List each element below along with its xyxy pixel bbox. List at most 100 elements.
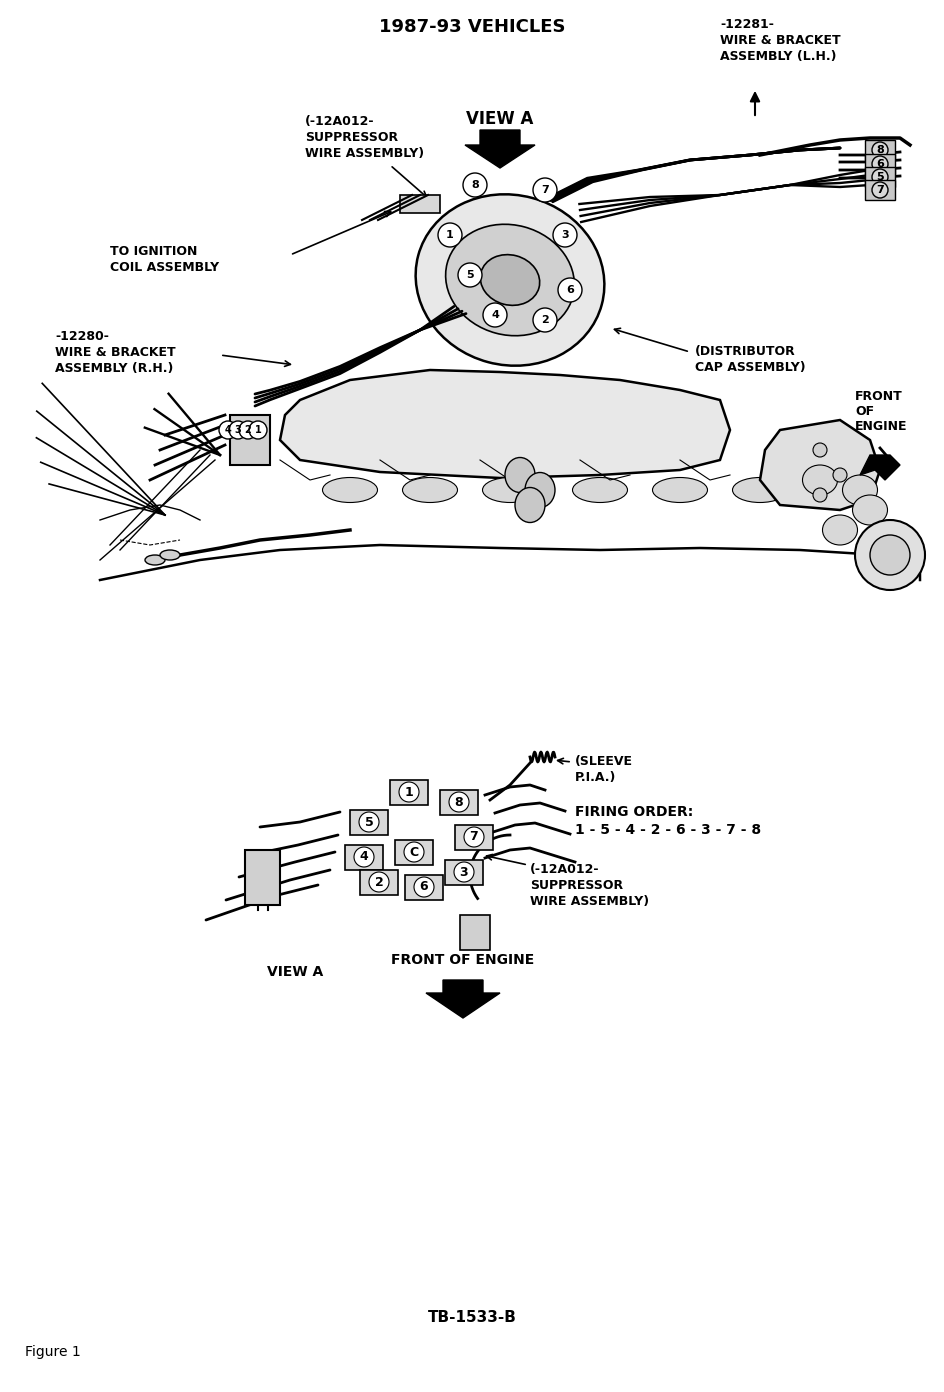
Ellipse shape — [160, 550, 180, 560]
Bar — [865, 167, 895, 187]
Circle shape — [249, 420, 267, 438]
Text: 6: 6 — [876, 159, 884, 168]
Text: FIRING ORDER:
1 - 5 - 4 - 2 - 6 - 3 - 7 - 8: FIRING ORDER: 1 - 5 - 4 - 2 - 6 - 3 - 7 … — [575, 805, 761, 838]
Bar — [245, 851, 280, 905]
Circle shape — [872, 156, 888, 173]
Circle shape — [833, 468, 847, 482]
Text: 2: 2 — [541, 315, 548, 324]
Ellipse shape — [802, 465, 837, 496]
Ellipse shape — [842, 475, 878, 505]
Polygon shape — [860, 455, 900, 480]
Text: 5: 5 — [877, 173, 884, 182]
Circle shape — [464, 827, 484, 846]
Ellipse shape — [515, 487, 545, 522]
Text: 7: 7 — [877, 185, 884, 195]
Text: (-12A012-
SUPPRESSOR
WIRE ASSEMBLY): (-12A012- SUPPRESSOR WIRE ASSEMBLY) — [530, 863, 649, 908]
Bar — [440, 791, 478, 814]
Polygon shape — [760, 420, 880, 509]
Text: 1: 1 — [447, 230, 454, 239]
Bar — [395, 839, 433, 864]
Circle shape — [399, 782, 419, 802]
Polygon shape — [465, 129, 535, 168]
Text: 3: 3 — [561, 230, 569, 239]
Circle shape — [813, 443, 827, 457]
Circle shape — [414, 877, 434, 896]
Text: (DISTRIBUTOR
CAP ASSEMBLY): (DISTRIBUTOR CAP ASSEMBLY) — [695, 345, 805, 374]
Text: 5: 5 — [876, 173, 884, 182]
Circle shape — [449, 792, 469, 812]
Text: 8: 8 — [876, 145, 884, 155]
Circle shape — [219, 420, 237, 438]
Ellipse shape — [482, 477, 537, 503]
Text: 1987-93 VEHICLES: 1987-93 VEHICLES — [379, 18, 565, 36]
Text: 6: 6 — [566, 285, 574, 295]
Text: 5: 5 — [466, 270, 474, 280]
Polygon shape — [280, 370, 730, 477]
Bar — [405, 876, 443, 901]
Text: 6: 6 — [420, 881, 429, 894]
Text: VIEW A: VIEW A — [466, 110, 533, 128]
Circle shape — [533, 308, 557, 333]
Text: FRONT OF ENGINE: FRONT OF ENGINE — [392, 954, 534, 967]
Text: 8: 8 — [455, 795, 464, 809]
Bar — [865, 180, 895, 200]
Text: (-12A012-
SUPPRESSOR
WIRE ASSEMBLY): (-12A012- SUPPRESSOR WIRE ASSEMBLY) — [305, 116, 424, 160]
Text: C: C — [410, 845, 418, 859]
Text: 5: 5 — [364, 816, 374, 828]
Bar — [230, 415, 270, 465]
Text: 4: 4 — [225, 425, 231, 434]
Circle shape — [454, 862, 474, 883]
Circle shape — [404, 842, 424, 862]
Circle shape — [553, 223, 577, 246]
Circle shape — [438, 223, 462, 246]
Text: 3: 3 — [235, 425, 242, 434]
Circle shape — [813, 489, 827, 503]
Text: 3: 3 — [460, 866, 468, 878]
Circle shape — [533, 178, 557, 202]
Bar — [390, 780, 428, 805]
Circle shape — [463, 173, 487, 198]
Text: TO IGNITION
COIL ASSEMBLY: TO IGNITION COIL ASSEMBLY — [110, 245, 219, 274]
Ellipse shape — [733, 477, 787, 503]
Text: (SLEEVE
P.I.A.): (SLEEVE P.I.A.) — [575, 754, 633, 784]
Ellipse shape — [402, 477, 458, 503]
Text: Figure 1: Figure 1 — [25, 1345, 81, 1359]
Text: 8: 8 — [471, 180, 479, 189]
Text: TB-1533-B: TB-1533-B — [428, 1310, 516, 1325]
Bar — [865, 141, 895, 160]
Bar — [350, 810, 388, 835]
Bar — [400, 195, 440, 213]
Bar — [455, 825, 493, 851]
Ellipse shape — [852, 496, 887, 525]
Circle shape — [872, 168, 888, 185]
Text: 7: 7 — [876, 185, 884, 195]
Text: 4: 4 — [491, 310, 499, 320]
Ellipse shape — [652, 477, 707, 503]
Bar — [865, 155, 895, 174]
Ellipse shape — [145, 555, 165, 565]
Polygon shape — [426, 980, 500, 1018]
Text: -12280-
WIRE & BRACKET
ASSEMBLY (R.H.): -12280- WIRE & BRACKET ASSEMBLY (R.H.) — [55, 330, 176, 374]
Ellipse shape — [323, 477, 378, 503]
Text: 7: 7 — [469, 831, 479, 844]
Circle shape — [855, 521, 925, 590]
Text: -12281-
WIRE & BRACKET
ASSEMBLY (L.H.): -12281- WIRE & BRACKET ASSEMBLY (L.H.) — [720, 18, 840, 63]
Circle shape — [872, 142, 888, 159]
Circle shape — [359, 812, 379, 832]
Ellipse shape — [822, 515, 857, 546]
Bar — [345, 845, 383, 870]
Ellipse shape — [415, 195, 604, 366]
Text: 4: 4 — [360, 851, 368, 863]
Circle shape — [872, 182, 888, 198]
Circle shape — [369, 871, 389, 892]
Text: 1: 1 — [255, 425, 261, 434]
Ellipse shape — [505, 458, 535, 493]
Text: 8: 8 — [877, 145, 883, 155]
Text: 7: 7 — [541, 185, 548, 195]
Circle shape — [458, 263, 482, 287]
Ellipse shape — [480, 255, 540, 305]
Text: 1: 1 — [405, 785, 413, 799]
Circle shape — [483, 303, 507, 327]
Text: 2: 2 — [244, 425, 251, 434]
Ellipse shape — [525, 472, 555, 508]
